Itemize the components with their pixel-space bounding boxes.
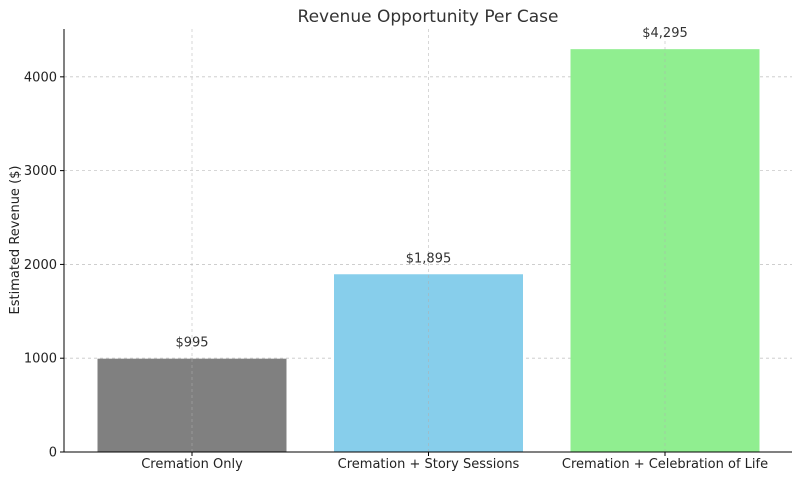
y-tick-label: 3000 [24, 164, 57, 179]
x-tick-label: Cremation Only [141, 457, 243, 472]
data-label-2: $1,895 [406, 251, 452, 266]
data-label-1: $995 [175, 336, 208, 351]
bar-2 [334, 274, 523, 452]
y-tick-label: 4000 [24, 70, 57, 85]
labels-layer: 0 1000 2000 3000 4000 Cremation Only Cremation… [24, 26, 768, 472]
axes-layer [60, 29, 792, 456]
y-tick-label: 1000 [24, 352, 57, 367]
y-tick-label: 0 [49, 446, 57, 461]
grid-x-layer [191, 29, 666, 452]
x-tick-label: Cremation + Celebration of Life [562, 457, 768, 472]
y-tick-label: 2000 [24, 258, 57, 273]
chart-title: Revenue Opportunity Per Case [298, 7, 559, 27]
x-tick-label: Cremation + Story Sessions [338, 457, 520, 472]
data-label-3: $4,295 [642, 26, 688, 41]
y-axis-label: Estimated Revenue ($) [8, 166, 23, 315]
bar-1 [97, 358, 287, 452]
